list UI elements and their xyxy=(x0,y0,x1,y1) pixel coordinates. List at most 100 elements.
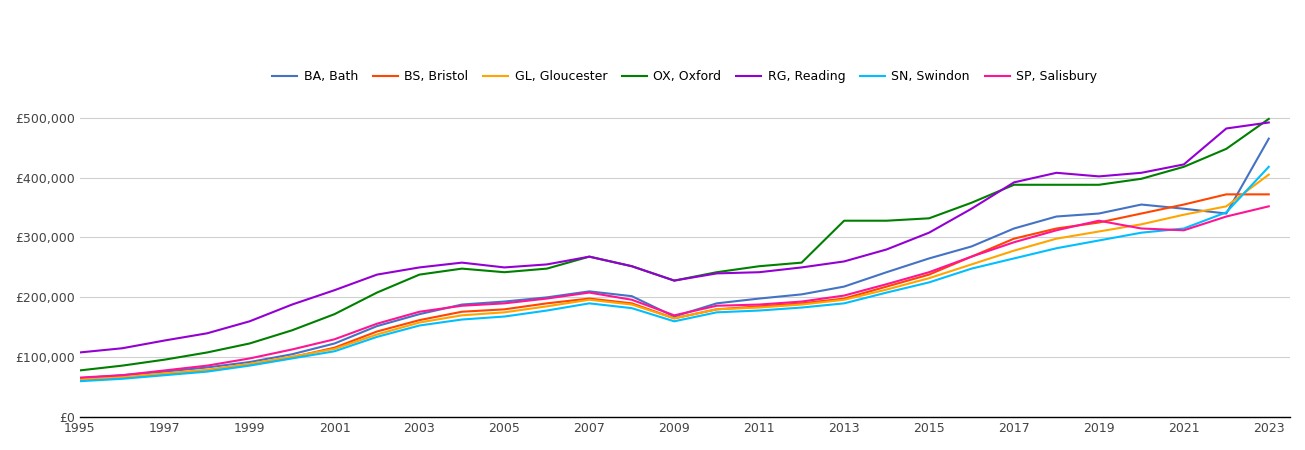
BS, Bristol xyxy=(284,355,300,360)
OX, Oxford xyxy=(709,270,724,275)
OX, Oxford xyxy=(963,200,979,206)
RG, Reading xyxy=(1091,174,1107,179)
SP, Salisbury xyxy=(624,297,639,302)
BS, Bristol xyxy=(326,345,342,351)
SN, Swindon xyxy=(667,319,683,324)
BS, Bristol xyxy=(624,301,639,306)
SN, Swindon xyxy=(326,349,342,354)
BS, Bristol xyxy=(878,284,894,289)
BS, Bristol xyxy=(497,306,513,312)
OX, Oxford xyxy=(878,218,894,223)
BA, Bath xyxy=(326,341,342,346)
SP, Salisbury xyxy=(200,363,215,369)
BA, Bath xyxy=(837,284,852,289)
BA, Bath xyxy=(963,244,979,249)
OX, Oxford xyxy=(1261,116,1276,122)
OX, Oxford xyxy=(369,290,385,295)
SP, Salisbury xyxy=(369,321,385,326)
OX, Oxford xyxy=(1049,182,1065,188)
GL, Gloucester xyxy=(1134,221,1150,227)
BS, Bristol xyxy=(1261,192,1276,197)
BA, Bath xyxy=(582,289,598,294)
OX, Oxford xyxy=(1091,182,1107,188)
Line: RG, Reading: RG, Reading xyxy=(80,122,1268,352)
SN, Swindon xyxy=(752,308,767,313)
RG, Reading xyxy=(1006,180,1022,185)
SN, Swindon xyxy=(1091,238,1107,243)
OX, Oxford xyxy=(115,363,130,369)
SP, Salisbury xyxy=(963,254,979,259)
BA, Bath xyxy=(72,375,87,381)
SP, Salisbury xyxy=(411,309,427,315)
OX, Oxford xyxy=(1134,176,1150,181)
SP, Salisbury xyxy=(878,282,894,287)
SP, Salisbury xyxy=(667,313,683,318)
BA, Bath xyxy=(624,293,639,299)
OX, Oxford xyxy=(667,278,683,284)
SN, Swindon xyxy=(837,301,852,306)
RG, Reading xyxy=(326,288,342,293)
SP, Salisbury xyxy=(1176,228,1191,233)
OX, Oxford xyxy=(539,266,555,271)
RG, Reading xyxy=(752,270,767,275)
Line: OX, Oxford: OX, Oxford xyxy=(80,119,1268,370)
BS, Bristol xyxy=(582,296,598,301)
RG, Reading xyxy=(837,259,852,264)
GL, Gloucester xyxy=(72,377,87,382)
BS, Bristol xyxy=(454,309,470,315)
Line: BS, Bristol: BS, Bristol xyxy=(80,194,1268,380)
BA, Bath xyxy=(709,301,724,306)
RG, Reading xyxy=(200,331,215,336)
Line: BA, Bath: BA, Bath xyxy=(80,139,1268,378)
BA, Bath xyxy=(667,314,683,319)
BS, Bristol xyxy=(115,375,130,380)
SP, Salisbury xyxy=(1006,239,1022,245)
BS, Bristol xyxy=(709,306,724,312)
BA, Bath xyxy=(284,351,300,357)
BS, Bristol xyxy=(539,301,555,306)
BA, Bath xyxy=(1006,226,1022,231)
RG, Reading xyxy=(1134,170,1150,176)
SN, Swindon xyxy=(454,317,470,322)
OX, Oxford xyxy=(454,266,470,271)
GL, Gloucester xyxy=(115,374,130,380)
SN, Swindon xyxy=(369,334,385,340)
BS, Bristol xyxy=(1049,226,1065,231)
SP, Salisbury xyxy=(1219,214,1235,219)
BA, Bath xyxy=(1049,214,1065,219)
RG, Reading xyxy=(1049,170,1065,176)
RG, Reading xyxy=(1176,162,1191,167)
SN, Swindon xyxy=(411,323,427,328)
BS, Bristol xyxy=(241,362,257,367)
SP, Salisbury xyxy=(837,293,852,298)
GL, Gloucester xyxy=(1261,172,1276,177)
RG, Reading xyxy=(709,271,724,276)
BA, Bath xyxy=(539,295,555,300)
GL, Gloucester xyxy=(1049,236,1065,241)
GL, Gloucester xyxy=(454,313,470,318)
SN, Swindon xyxy=(1261,164,1276,170)
OX, Oxford xyxy=(200,350,215,355)
SN, Swindon xyxy=(1006,256,1022,261)
GL, Gloucester xyxy=(284,354,300,360)
RG, Reading xyxy=(539,262,555,267)
RG, Reading xyxy=(667,278,683,284)
OX, Oxford xyxy=(793,260,809,265)
BA, Bath xyxy=(411,311,427,317)
SN, Swindon xyxy=(793,305,809,310)
RG, Reading xyxy=(157,338,172,343)
OX, Oxford xyxy=(624,264,639,269)
RG, Reading xyxy=(72,350,87,355)
BA, Bath xyxy=(200,365,215,370)
BA, Bath xyxy=(369,324,385,329)
GL, Gloucester xyxy=(921,275,937,281)
BA, Bath xyxy=(1261,136,1276,141)
OX, Oxford xyxy=(411,272,427,277)
BS, Bristol xyxy=(1176,202,1191,207)
SN, Swindon xyxy=(157,373,172,378)
BS, Bristol xyxy=(369,329,385,334)
OX, Oxford xyxy=(326,311,342,317)
BS, Bristol xyxy=(793,301,809,306)
OX, Oxford xyxy=(837,218,852,223)
GL, Gloucester xyxy=(837,297,852,302)
